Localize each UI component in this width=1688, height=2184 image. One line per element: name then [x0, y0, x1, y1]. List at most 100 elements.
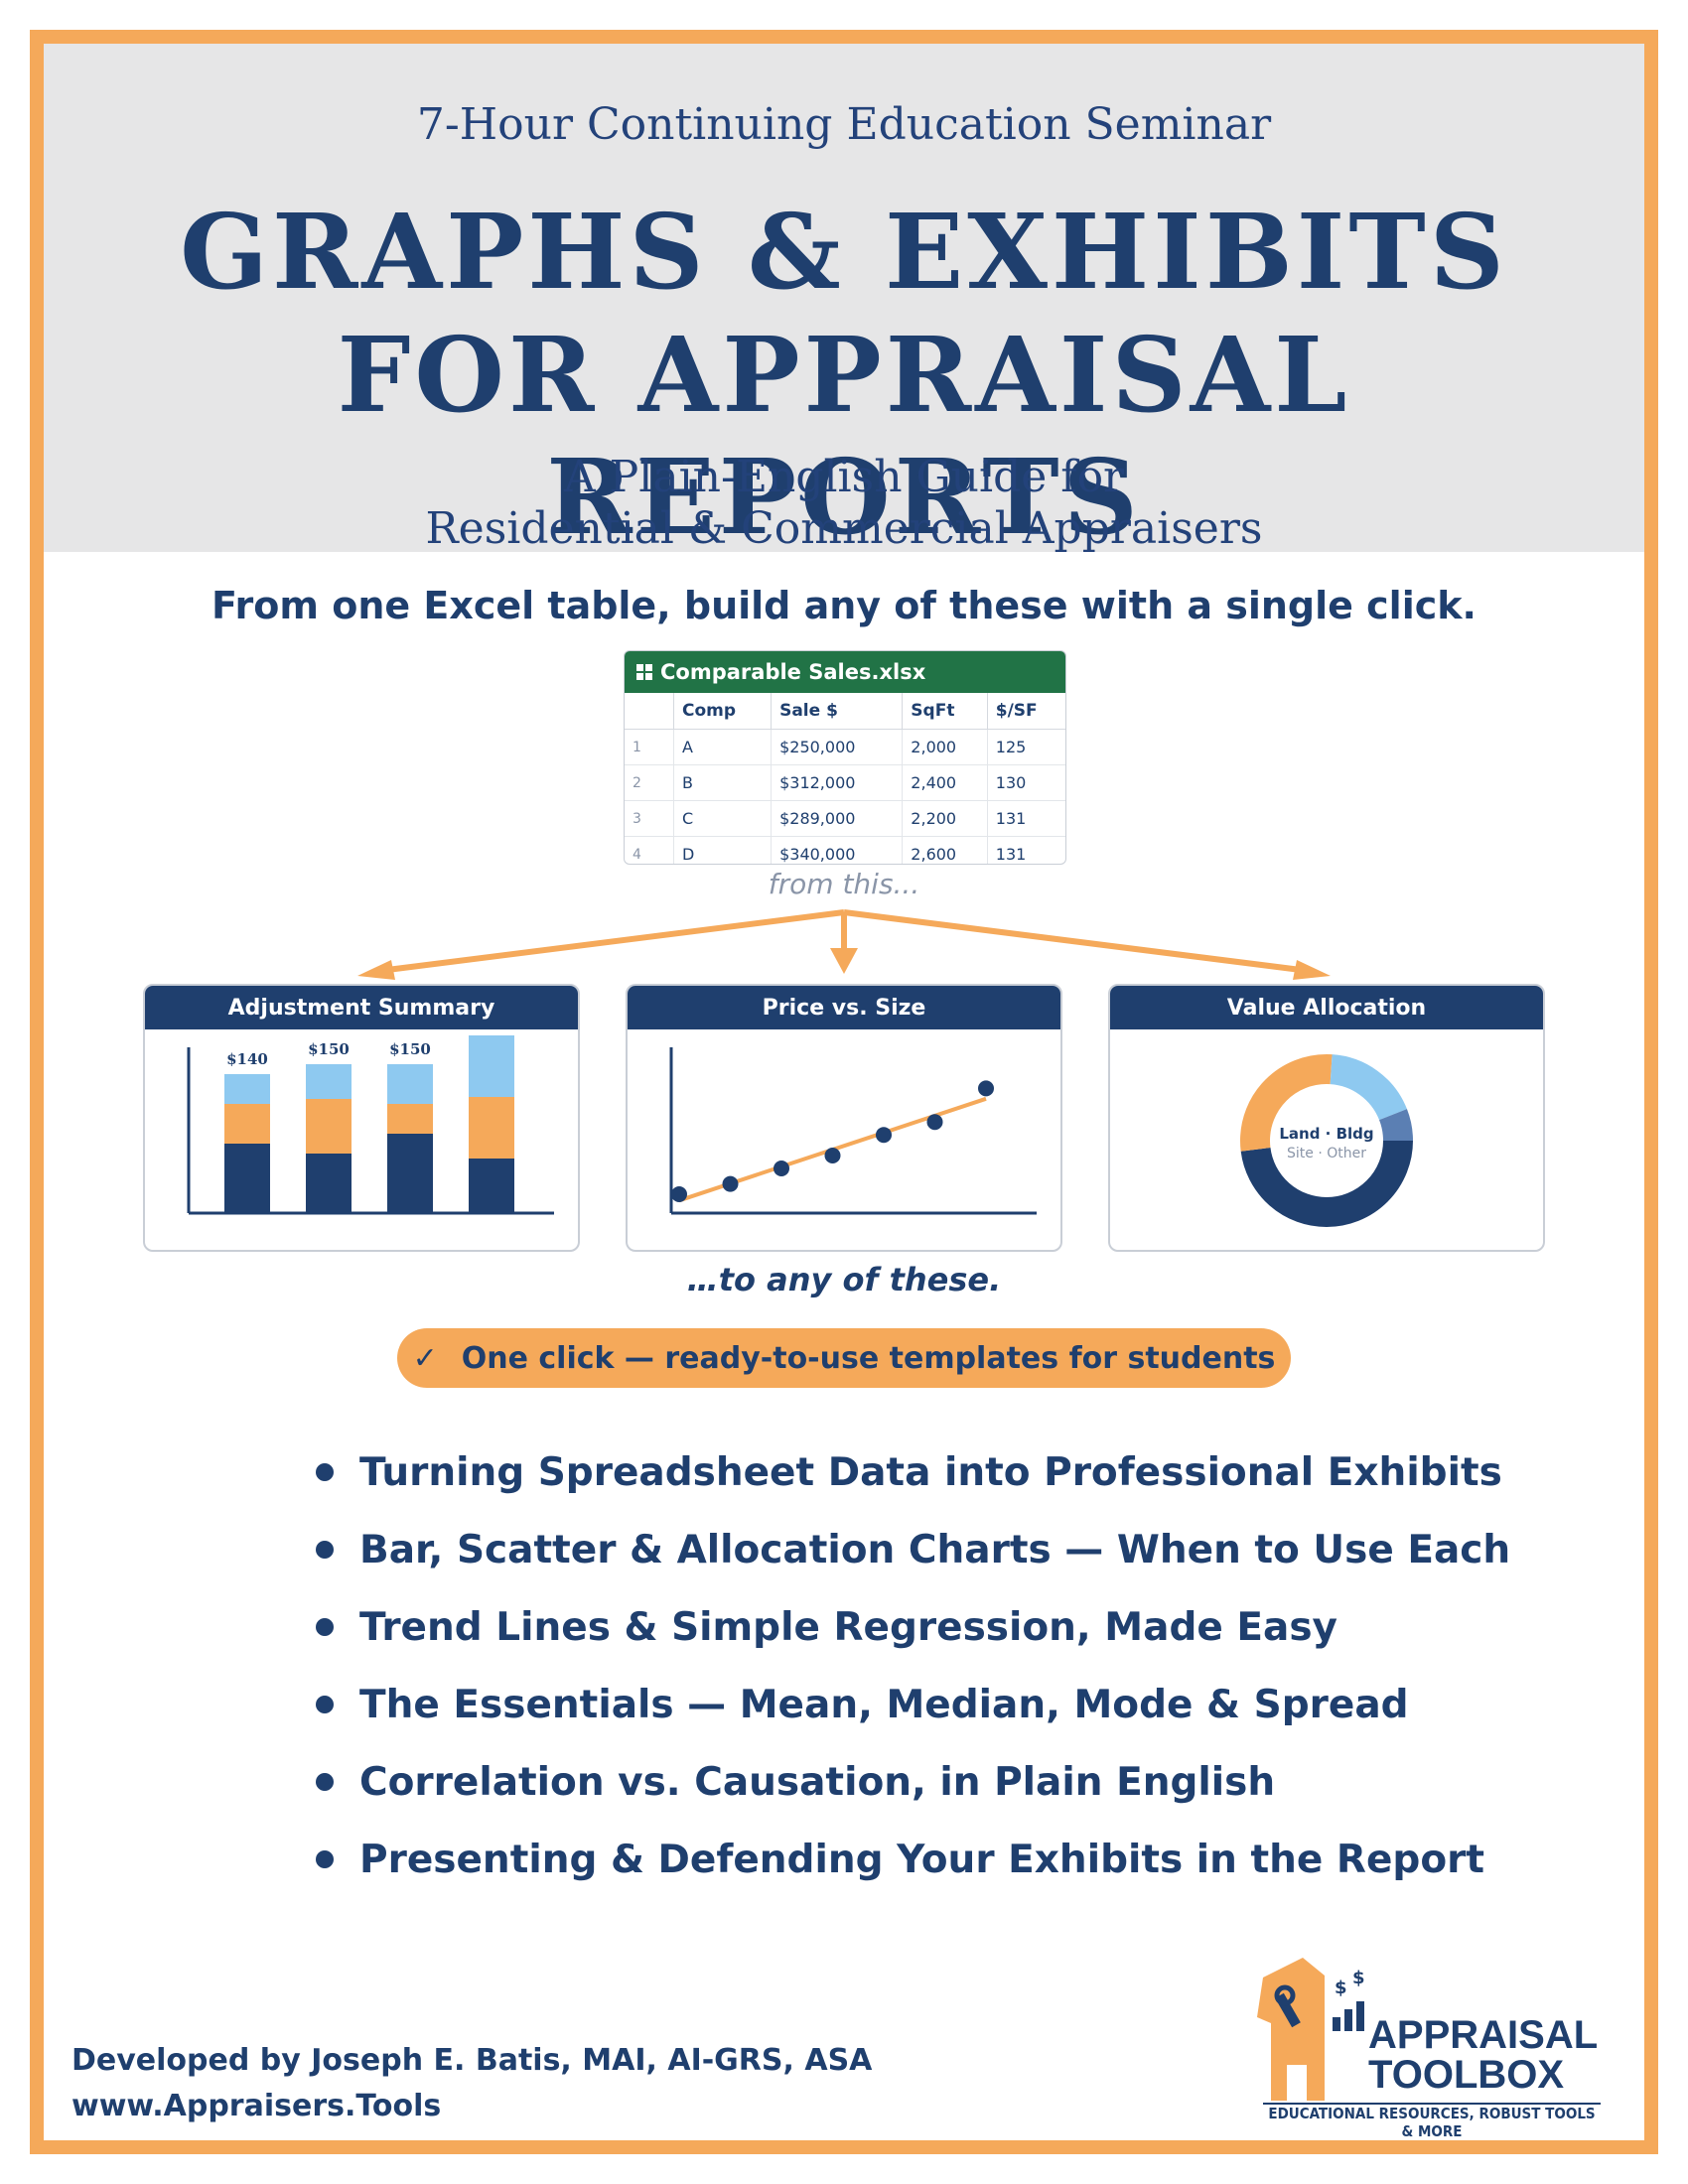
author-credit: Developed by Joseph E. Batis, MAI, AI-GR…	[71, 2043, 873, 2078]
bar-segment	[224, 1144, 270, 1213]
table-row: 2 B $312,000 2,400 130	[625, 764, 1065, 801]
scatter-point	[926, 1114, 943, 1131]
topic-text: Turning Spreadsheet Data into Profession…	[359, 1449, 1502, 1495]
bar-segment	[224, 1074, 270, 1104]
list-item: The Essentials — Mean, Median, Mode & Sp…	[316, 1666, 1510, 1743]
lead-text: From one Excel table, build any of these…	[211, 584, 1477, 627]
list-item: Bar, Scatter & Allocation Charts — When …	[316, 1511, 1510, 1588]
bullet-icon	[316, 1696, 334, 1713]
arrow-left-shaft	[386, 909, 845, 973]
branch-arrows	[357, 909, 1331, 980]
table-cell: A	[672, 729, 772, 765]
topic-text: Bar, Scatter & Allocation Charts — When …	[359, 1527, 1511, 1572]
bar-segment	[469, 1159, 514, 1213]
list-item: Correlation vs. Causation, in Plain Engl…	[316, 1743, 1510, 1821]
bar-segment	[387, 1064, 433, 1104]
check-icon: ✓	[412, 1340, 438, 1376]
arrow-right-head	[1293, 960, 1331, 980]
table-cell: D	[672, 836, 772, 864]
row-number: 1	[625, 729, 674, 765]
price-vs-size-scatter	[669, 1047, 1037, 1215]
donut-center-label: Land · Bldg	[1279, 1125, 1373, 1143]
table-cell: 130	[986, 764, 1065, 801]
svg-text:$: $	[1352, 1968, 1365, 1988]
bullet-icon	[316, 1618, 334, 1636]
bar-segment	[306, 1064, 352, 1099]
spreadsheet-filename: Comparable Sales.xlsx	[660, 660, 926, 684]
list-item: Presenting & Defending Your Exhibits in …	[316, 1821, 1510, 1898]
scatter-point	[876, 1127, 892, 1144]
logo-word-toolbox: TOOLBOX	[1368, 2053, 1565, 2097]
arrow-center-head	[830, 948, 858, 974]
adjustment-summary-title: Adjustment Summary	[145, 986, 578, 1029]
table-cell: 131	[986, 800, 1065, 837]
table-cell: $250,000	[771, 729, 903, 765]
table-row: 4 D $340,000 2,600 131	[625, 836, 1065, 864]
website-link[interactable]: www.Appraisers.Tools	[71, 2089, 442, 2123]
title-line-2: FOR APPRAISAL REPORTS	[337, 314, 1351, 558]
price-vs-size-card: Price vs. Size	[626, 984, 1062, 1252]
bar-segment	[469, 1097, 514, 1159]
value-allocation-donut: Land · Bldg Site · Other	[1240, 1054, 1413, 1227]
scatter-point	[824, 1148, 841, 1163]
title-line-1: GRAPHS & EXHIBITS	[180, 191, 1508, 313]
scatter-point	[671, 1186, 687, 1202]
seminar-label: 7-Hour Continuing Education Seminar	[416, 99, 1272, 150]
bullet-icon	[316, 1541, 334, 1559]
bar-segment	[306, 1099, 352, 1154]
donut-segment	[1240, 1054, 1413, 1227]
row-number: 3	[625, 800, 674, 837]
to-these-caption: …to any of these.	[686, 1261, 1002, 1298]
table-cell: $312,000	[771, 764, 903, 801]
header-panel: 7-Hour Continuing Education Seminar GRAP…	[44, 44, 1644, 558]
row-number: 4	[625, 836, 674, 864]
page-border	[30, 30, 1658, 2154]
scatter-point	[774, 1160, 789, 1176]
bullet-icon	[316, 1463, 334, 1481]
arrow-right-shaft	[843, 909, 1302, 973]
bar-segment	[469, 1035, 514, 1097]
scatter-point	[978, 1080, 994, 1097]
topic-text: The Essentials — Mean, Median, Mode & Sp…	[359, 1682, 1409, 1727]
bullet-icon	[316, 1773, 334, 1791]
column-header: SqFt	[902, 693, 988, 730]
topic-text: Presenting & Defending Your Exhibits in …	[359, 1837, 1484, 1882]
spreadsheet-header: Comparable Sales.xlsx	[625, 651, 1065, 693]
logo-word-appraisal: APPRAISAL	[1368, 2013, 1599, 2057]
logo-divider	[1263, 2103, 1601, 2105]
table-cell: 2,200	[902, 800, 988, 837]
templates-badge-text: One click — ready-to-use templates for s…	[461, 1340, 1276, 1376]
bar-segment	[387, 1104, 433, 1134]
table-cell: 2,000	[902, 729, 988, 765]
spreadsheet-preview: Comparable Sales.xlsx Comp Sale $ SqFt $…	[624, 650, 1066, 865]
bar-segment	[306, 1154, 352, 1213]
column-header: Comp	[672, 693, 772, 730]
spreadsheet-table: Comp Sale $ SqFt $/SF 1 A $250,000 2,000…	[625, 693, 1065, 864]
logo-tagline: EDUCATIONAL RESOURCES, ROBUST TOOLS & MO…	[1268, 2105, 1596, 2140]
list-item: Trend Lines & Simple Regression, Made Ea…	[316, 1588, 1510, 1666]
table-cell: 131	[986, 836, 1065, 864]
value-allocation-title: Value Allocation	[1110, 986, 1543, 1029]
table-cell: $289,000	[771, 800, 903, 837]
topic-text: Correlation vs. Causation, in Plain Engl…	[359, 1759, 1276, 1805]
appraisal-toolbox-logo: $ $ APPRAISAL TOOLBOX EDUCATIONAL RESOUR…	[1253, 1954, 1611, 2140]
table-cell: B	[672, 764, 772, 801]
bar-value-label: $140	[226, 1050, 268, 1068]
bar-segment	[387, 1134, 433, 1213]
donut-center-sublabel: Site · Other	[1287, 1146, 1366, 1161]
table-row: 1 A $250,000 2,000 125	[625, 729, 1065, 765]
value-allocation-card: Value Allocation Land · Bldg Site · Other	[1108, 984, 1545, 1252]
templates-badge: ✓ One click — ready-to-use templates for…	[397, 1328, 1291, 1388]
subtitle-line-1: A Plain-English Guide for	[563, 452, 1125, 502]
list-item: Turning Spreadsheet Data into Profession…	[316, 1433, 1510, 1511]
topic-text: Trend Lines & Simple Regression, Made Ea…	[359, 1604, 1337, 1650]
bar-value-label: $150	[389, 1040, 431, 1058]
table-cell: $340,000	[771, 836, 903, 864]
table-row: 3 C $289,000 2,200 131	[625, 800, 1065, 837]
table-cell: 125	[986, 729, 1065, 765]
bar-segment	[224, 1104, 270, 1144]
topic-list: Turning Spreadsheet Data into Profession…	[316, 1433, 1510, 1898]
column-header: Sale $	[771, 693, 903, 730]
table-cell: C	[672, 800, 772, 837]
toolbox-house-icon: $ $	[1257, 1958, 1365, 2101]
